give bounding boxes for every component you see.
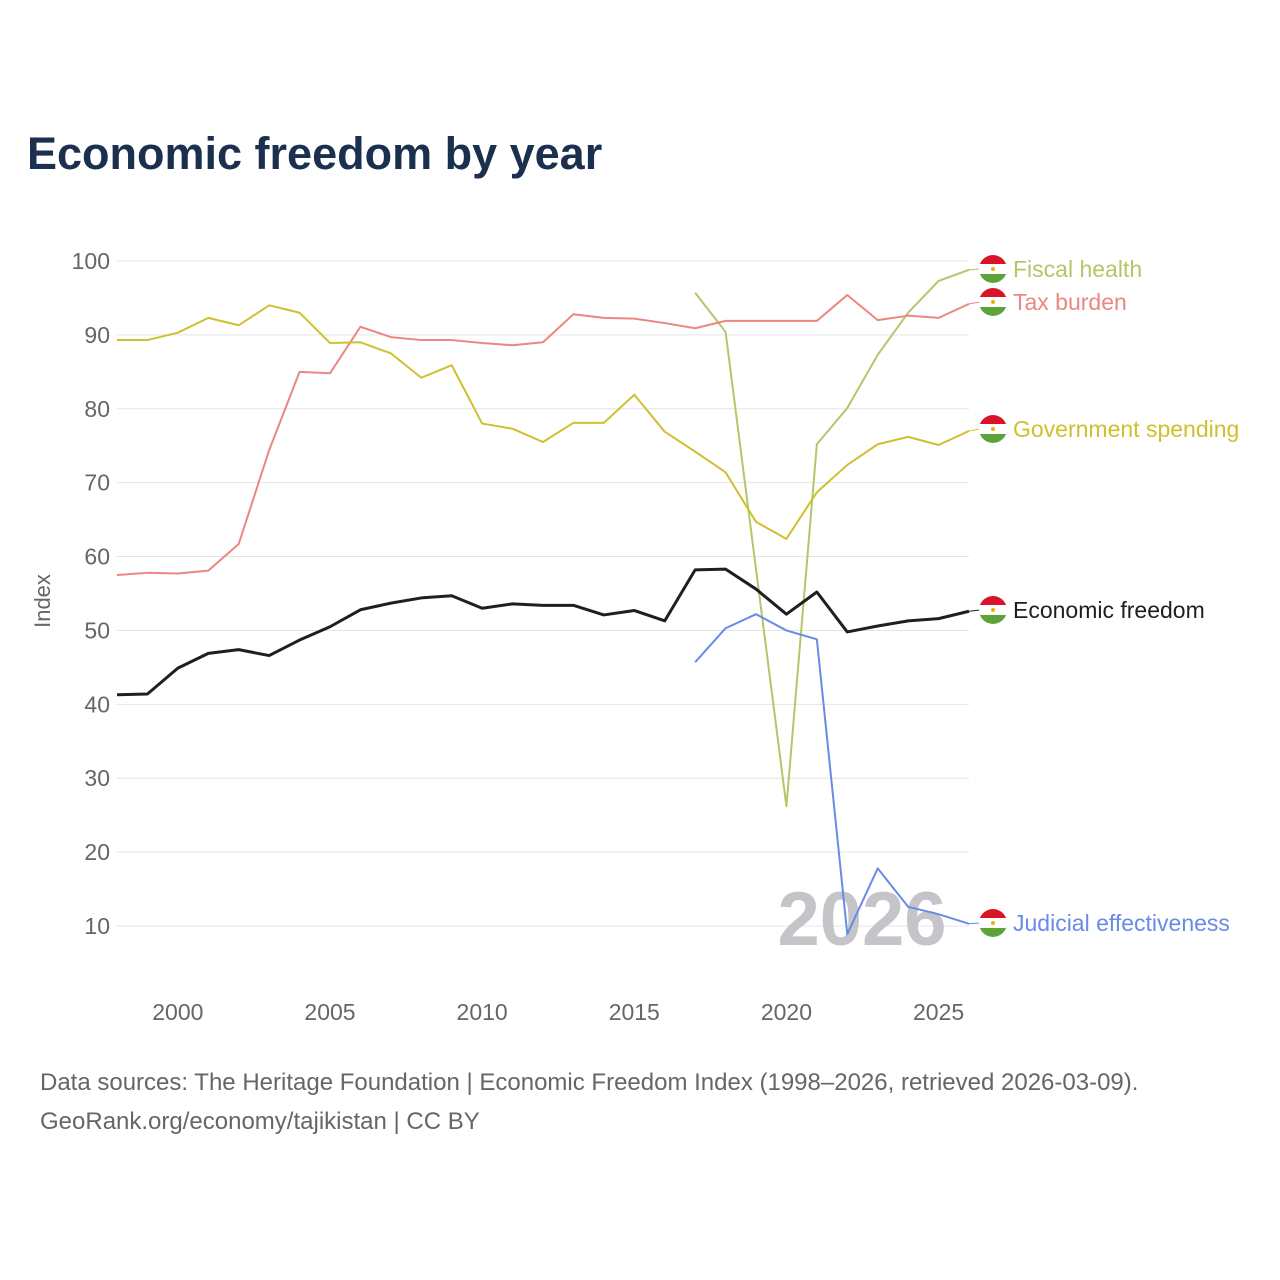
x-tick-label: 2005 (304, 999, 355, 1025)
footer-credit: GeoRank.org/economy/tajikistan | CC BY (40, 1108, 480, 1135)
chart-title: Economic freedom by year (27, 128, 603, 179)
x-tick-label: 2025 (913, 999, 964, 1025)
y-axis-label: Index (30, 574, 55, 628)
y-tick-label: 100 (72, 248, 110, 274)
label-connector (968, 428, 981, 432)
label-connector (968, 609, 981, 612)
x-tick-label: 2000 (152, 999, 203, 1025)
series-line (116, 567, 970, 697)
y-tick-label: 20 (84, 839, 110, 865)
series-label: Judicial effectiveness (1013, 910, 1230, 936)
series-label: Economic freedom (1013, 597, 1205, 623)
y-tick-label: 70 (84, 470, 110, 496)
series-label: Tax burden (1013, 289, 1127, 315)
series-line (694, 268, 970, 808)
label-connector (968, 922, 981, 925)
y-tick-label: 10 (84, 913, 110, 939)
year-watermark: 2026 (777, 877, 946, 962)
series-label: Government spending (1013, 416, 1239, 442)
x-tick-label: 2015 (609, 999, 660, 1025)
series-line (694, 613, 970, 936)
tajikistan-flag-icon (979, 909, 1007, 937)
y-tick-label: 40 (84, 691, 110, 717)
tajikistan-flag-icon (979, 255, 1007, 283)
y-tick-label: 60 (84, 544, 110, 570)
y-tick-label: 90 (84, 322, 110, 348)
y-tick-label: 30 (84, 765, 110, 791)
x-tick-label: 2020 (761, 999, 812, 1025)
tajikistan-flag-icon (979, 415, 1007, 443)
tajikistan-flag-icon (979, 288, 1007, 316)
series-label: Fiscal health (1013, 256, 1142, 282)
label-connector (968, 268, 981, 271)
y-tick-label: 50 (84, 617, 110, 643)
tajikistan-flag-icon (979, 596, 1007, 624)
y-tick-label: 80 (84, 396, 110, 422)
series-line (117, 304, 970, 540)
series-line (116, 293, 970, 577)
label-connector (968, 301, 981, 305)
x-tick-label: 2010 (457, 999, 508, 1025)
footer-sources: Data sources: The Heritage Foundation | … (40, 1069, 1139, 1096)
